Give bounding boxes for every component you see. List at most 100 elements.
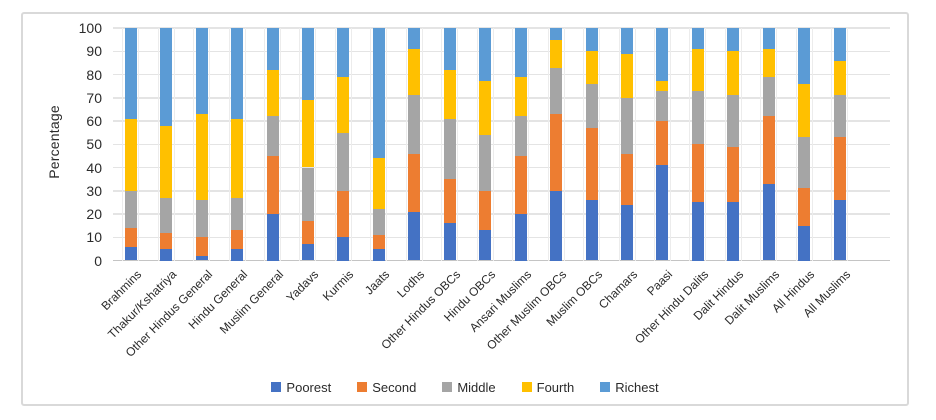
bar-column-track bbox=[228, 28, 246, 261]
bar-segment-fourth bbox=[727, 51, 740, 96]
bar-segment-richest bbox=[656, 28, 669, 82]
x-axis-line bbox=[113, 259, 890, 262]
legend-swatch bbox=[600, 382, 611, 392]
bar-segment-second bbox=[621, 153, 634, 205]
bar-segment-poorest bbox=[195, 255, 208, 261]
bar-segment-second bbox=[514, 155, 527, 214]
legend-label: Richest bbox=[615, 379, 659, 395]
bar-segment-poorest bbox=[301, 244, 314, 261]
bar-segment-second bbox=[479, 190, 492, 231]
y-tick-label: 40 bbox=[86, 159, 102, 176]
legend-item: Poorest bbox=[271, 380, 331, 395]
bar-segment-poorest bbox=[266, 214, 279, 261]
bar-segment-middle bbox=[160, 197, 173, 233]
bar-segment-middle bbox=[656, 90, 669, 121]
gridline bbox=[113, 143, 890, 145]
bar-segment-middle bbox=[621, 97, 634, 154]
bar-segment-second bbox=[408, 153, 421, 212]
bar-column-track bbox=[795, 28, 813, 261]
y-tick-label: 10 bbox=[86, 229, 102, 246]
bar-segment-second bbox=[160, 232, 173, 249]
bar-segment-poorest bbox=[372, 248, 385, 261]
bar-segment-fourth bbox=[514, 76, 527, 117]
bar-segment-fourth bbox=[656, 81, 669, 91]
bar-segment-poorest bbox=[762, 183, 775, 261]
bar-segment-second bbox=[833, 137, 846, 201]
bar-segment-richest bbox=[443, 28, 456, 70]
bar-segment-fourth bbox=[479, 81, 492, 135]
legend-swatch bbox=[357, 382, 368, 392]
legend-item: Second bbox=[357, 380, 416, 395]
bar-segment-richest bbox=[124, 28, 137, 119]
y-tick-label: 100 bbox=[78, 20, 102, 36]
bar-segment-fourth bbox=[301, 100, 314, 168]
gridline bbox=[113, 120, 890, 122]
bar-column-track bbox=[370, 28, 388, 261]
bar-segment-middle bbox=[372, 209, 385, 235]
y-tick-label: 90 bbox=[86, 43, 102, 60]
bar-segment-fourth bbox=[550, 39, 563, 68]
bar-segment-second bbox=[266, 155, 279, 214]
bar-segment-richest bbox=[585, 28, 598, 52]
bar-segment-second bbox=[550, 114, 563, 191]
bar-segment-richest bbox=[266, 28, 279, 70]
bar-column-track bbox=[299, 28, 317, 261]
bar-segment-second bbox=[585, 127, 598, 201]
bar-column-track bbox=[441, 28, 459, 261]
bar-column-track bbox=[724, 28, 742, 261]
bar-segment-second bbox=[124, 227, 137, 247]
bar-segment-middle bbox=[833, 95, 846, 138]
bar-segment-richest bbox=[408, 28, 421, 49]
bar-column-track bbox=[653, 28, 671, 261]
gridline bbox=[113, 73, 890, 76]
bar-column-track bbox=[476, 28, 494, 261]
gridline bbox=[113, 50, 890, 52]
bar-segment-second bbox=[231, 230, 244, 249]
bar-segment-fourth bbox=[195, 114, 208, 201]
bar-segment-middle bbox=[691, 90, 704, 145]
y-tick-label: 70 bbox=[86, 89, 102, 106]
gridline bbox=[113, 236, 890, 238]
gridline bbox=[113, 190, 890, 192]
bar-column-track bbox=[334, 28, 352, 261]
bar-segment-poorest bbox=[833, 200, 846, 261]
bar-segment-middle bbox=[762, 76, 775, 117]
legend-swatch bbox=[442, 382, 453, 392]
bar-segment-middle bbox=[443, 118, 456, 180]
bar-segment-fourth bbox=[266, 69, 279, 117]
bar-segment-richest bbox=[798, 28, 811, 84]
bar-segment-second bbox=[372, 234, 385, 249]
bar-segment-second bbox=[301, 220, 314, 245]
bar-segment-poorest bbox=[798, 225, 811, 261]
gridline bbox=[113, 213, 890, 215]
bar-segment-second bbox=[691, 144, 704, 203]
legend-label: Poorest bbox=[286, 379, 332, 395]
bar-segment-poorest bbox=[160, 248, 173, 261]
bar-column-track bbox=[122, 28, 140, 261]
bar-segment-poorest bbox=[408, 211, 421, 261]
bar-segment-richest bbox=[727, 28, 740, 52]
bar-segment-fourth bbox=[798, 83, 811, 138]
bar-segment-richest bbox=[231, 28, 244, 119]
bar-segment-middle bbox=[301, 167, 314, 221]
y-tick-label: 60 bbox=[86, 113, 102, 129]
bar-column-track bbox=[689, 28, 707, 261]
bar-segment-poorest bbox=[585, 200, 598, 261]
bar-segment-poorest bbox=[514, 214, 527, 261]
bar-column-track bbox=[157, 28, 175, 261]
bar-segment-richest bbox=[762, 28, 775, 49]
bar-segment-second bbox=[727, 146, 740, 203]
bar-segment-middle bbox=[585, 83, 598, 128]
bar-segment-middle bbox=[337, 132, 350, 191]
gridline bbox=[113, 166, 890, 169]
bar-segment-poorest bbox=[621, 204, 634, 261]
bar-segment-fourth bbox=[833, 60, 846, 96]
bar-segment-fourth bbox=[443, 69, 456, 119]
bar-segment-poorest bbox=[443, 223, 456, 261]
legend-item: Richest bbox=[600, 379, 659, 395]
bar-segment-second bbox=[762, 116, 775, 184]
bar-segment-second bbox=[798, 188, 811, 226]
bar-segment-richest bbox=[833, 28, 846, 61]
bar-column-track bbox=[618, 28, 636, 261]
